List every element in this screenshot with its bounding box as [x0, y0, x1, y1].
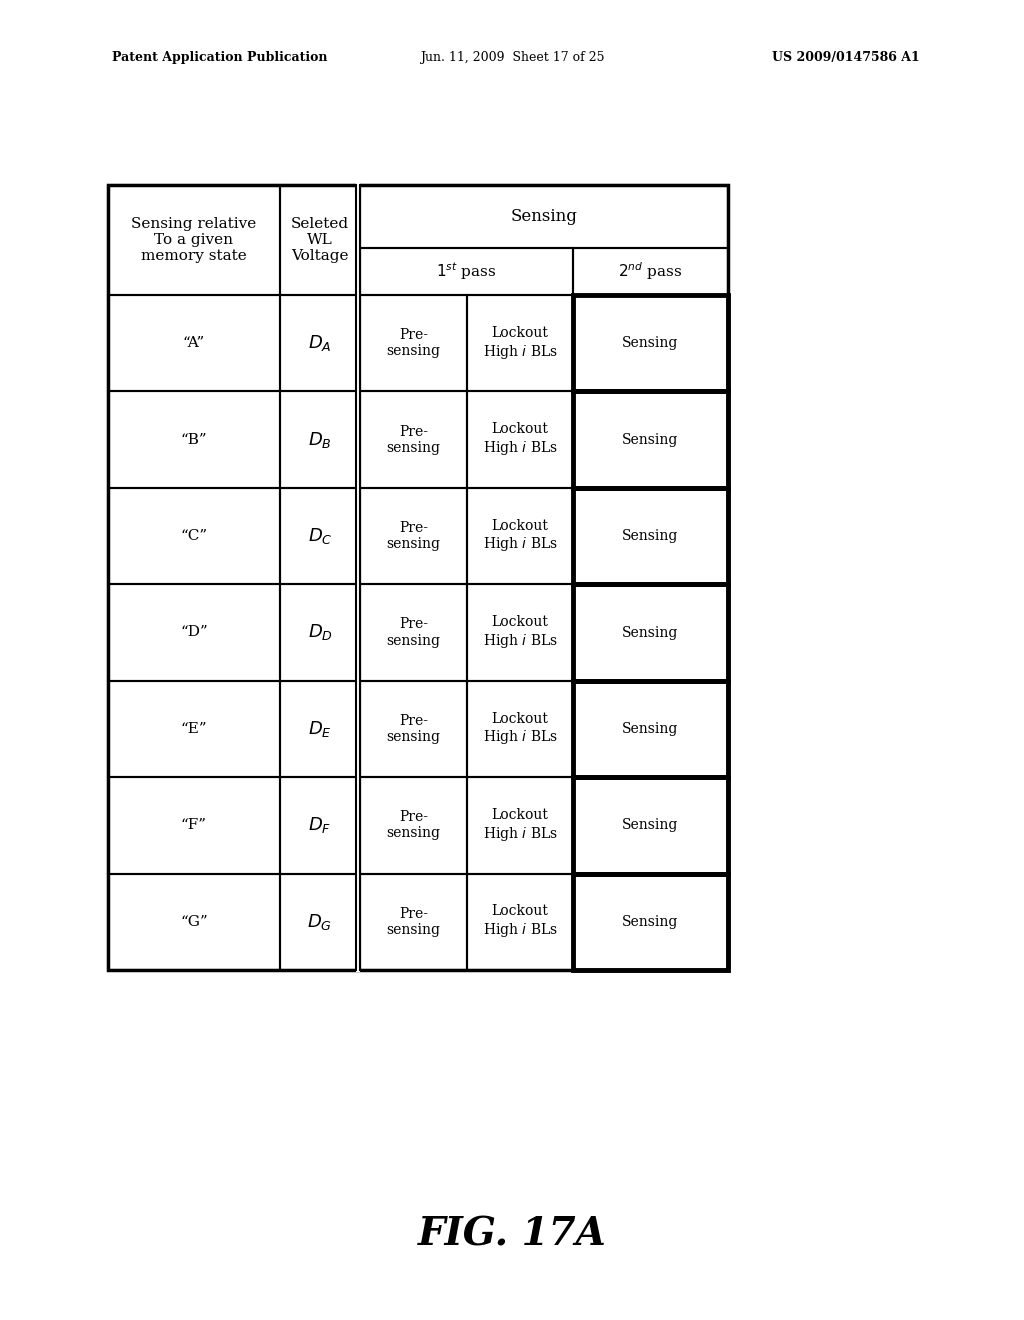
Text: Lockout
High $i$ BLs: Lockout High $i$ BLs: [482, 904, 557, 939]
Text: Pre-
sensing: Pre- sensing: [386, 810, 440, 841]
Bar: [108, 294, 280, 392]
Text: $2^{nd}$ pass: $2^{nd}$ pass: [618, 260, 683, 282]
Text: Lockout
High $i$ BLs: Lockout High $i$ BLs: [482, 326, 557, 360]
Bar: [467, 488, 573, 585]
Bar: [467, 777, 573, 874]
Bar: [108, 488, 280, 585]
Text: $D_{E}$: $D_{E}$: [308, 719, 332, 739]
Bar: [280, 777, 360, 874]
Text: Jun. 11, 2009  Sheet 17 of 25: Jun. 11, 2009 Sheet 17 of 25: [420, 51, 604, 65]
Bar: [280, 681, 360, 777]
Text: Sensing: Sensing: [623, 915, 679, 929]
Text: $D_{A}$: $D_{A}$: [308, 333, 332, 354]
Text: Seleted
WL
Voltage: Seleted WL Voltage: [291, 216, 349, 263]
Bar: [360, 585, 467, 681]
Text: $D_{D}$: $D_{D}$: [307, 623, 333, 643]
Text: Sensing: Sensing: [623, 433, 679, 446]
Bar: [280, 392, 360, 488]
Text: Sensing: Sensing: [623, 722, 679, 737]
Text: “E”: “E”: [180, 722, 207, 737]
Bar: [467, 392, 573, 488]
Bar: [467, 874, 573, 970]
Text: Sensing: Sensing: [623, 529, 679, 543]
Bar: [280, 294, 360, 392]
Bar: [360, 294, 467, 392]
Text: Sensing relative
To a given
memory state: Sensing relative To a given memory state: [131, 216, 257, 263]
Bar: [360, 488, 467, 585]
Text: Pre-
sensing: Pre- sensing: [386, 907, 440, 937]
Bar: [360, 777, 467, 874]
Bar: [573, 392, 728, 488]
Bar: [108, 185, 728, 970]
Bar: [573, 681, 728, 777]
Bar: [573, 585, 728, 681]
Text: Pre-
sensing: Pre- sensing: [386, 329, 440, 358]
Text: FIG. 17A: FIG. 17A: [418, 1216, 606, 1254]
Bar: [360, 248, 573, 294]
Text: $D_{G}$: $D_{G}$: [307, 912, 333, 932]
Bar: [467, 294, 573, 392]
Text: US 2009/0147586 A1: US 2009/0147586 A1: [772, 51, 920, 65]
Bar: [573, 294, 728, 392]
Text: “G”: “G”: [180, 915, 208, 929]
Text: “D”: “D”: [180, 626, 208, 639]
Bar: [573, 248, 728, 294]
Text: $D_{B}$: $D_{B}$: [308, 429, 332, 450]
Text: Lockout
High $i$ BLs: Lockout High $i$ BLs: [482, 422, 557, 457]
Text: Pre-
sensing: Pre- sensing: [386, 618, 440, 648]
Bar: [573, 874, 728, 970]
Text: Sensing: Sensing: [623, 626, 679, 639]
Text: “B”: “B”: [180, 433, 207, 446]
Text: $D_{C}$: $D_{C}$: [307, 527, 333, 546]
Text: Sensing: Sensing: [623, 818, 679, 833]
Text: Sensing: Sensing: [623, 337, 679, 350]
Bar: [467, 585, 573, 681]
Bar: [280, 585, 360, 681]
Text: Lockout
High $i$ BLs: Lockout High $i$ BLs: [482, 615, 557, 649]
Bar: [280, 874, 360, 970]
Bar: [108, 874, 280, 970]
Bar: [360, 185, 728, 248]
Bar: [108, 585, 280, 681]
Bar: [108, 392, 280, 488]
Bar: [573, 777, 728, 874]
Bar: [360, 681, 467, 777]
Bar: [108, 185, 280, 294]
Bar: [360, 392, 467, 488]
Text: Lockout
High $i$ BLs: Lockout High $i$ BLs: [482, 808, 557, 842]
Text: Pre-
sensing: Pre- sensing: [386, 714, 440, 744]
Bar: [108, 777, 280, 874]
Bar: [573, 488, 728, 585]
Text: Sensing: Sensing: [511, 209, 578, 224]
Text: “A”: “A”: [183, 337, 205, 350]
Bar: [467, 681, 573, 777]
Text: Pre-
sensing: Pre- sensing: [386, 521, 440, 552]
Bar: [360, 874, 467, 970]
Bar: [280, 185, 360, 294]
Text: Lockout
High $i$ BLs: Lockout High $i$ BLs: [482, 711, 557, 746]
Text: “C”: “C”: [180, 529, 208, 543]
Text: $D_{F}$: $D_{F}$: [308, 816, 332, 836]
Text: $1^{st}$ pass: $1^{st}$ pass: [436, 260, 497, 282]
Text: Lockout
High $i$ BLs: Lockout High $i$ BLs: [482, 519, 557, 553]
Text: Pre-
sensing: Pre- sensing: [386, 425, 440, 455]
Bar: [108, 681, 280, 777]
Text: Patent Application Publication: Patent Application Publication: [112, 51, 328, 65]
Bar: [280, 488, 360, 585]
Text: “F”: “F”: [181, 818, 207, 833]
